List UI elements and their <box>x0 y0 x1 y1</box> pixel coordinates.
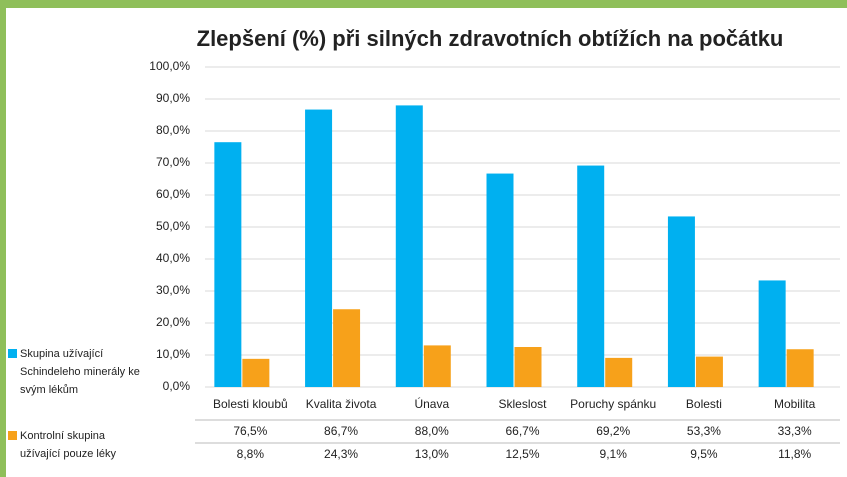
bar <box>396 105 423 387</box>
x-tick-label: Poruchy spánku <box>570 397 656 411</box>
bar <box>759 280 786 387</box>
page: Zlepšení (%) při silných zdravotních obt… <box>0 0 847 477</box>
value-label: 12,5% <box>505 447 539 461</box>
y-tick-label: 20,0% <box>156 315 190 329</box>
legend-swatch <box>8 431 17 440</box>
bar <box>487 174 514 387</box>
x-tick-label: Bolesti <box>686 397 722 411</box>
chart-title: Zlepšení (%) při silných zdravotních obt… <box>197 26 784 51</box>
bar <box>242 359 269 387</box>
legend-swatch <box>8 349 17 358</box>
y-tick-label: 100,0% <box>149 59 190 73</box>
y-tick-label: 90,0% <box>156 91 190 105</box>
y-tick-label: 70,0% <box>156 155 190 169</box>
y-tick-label: 50,0% <box>156 219 190 233</box>
y-tick-label: 80,0% <box>156 123 190 137</box>
bar <box>605 358 632 387</box>
value-label: 88,0% <box>415 424 449 438</box>
legend-label: Kontrolní skupina užívající pouze léky <box>20 427 140 463</box>
bar <box>668 216 695 387</box>
value-label: 13,0% <box>415 447 449 461</box>
value-label: 11,8% <box>778 447 811 461</box>
y-tick-label: 30,0% <box>156 283 190 297</box>
value-label: 66,7% <box>505 424 539 438</box>
chart: Zlepšení (%) při silných zdravotních obt… <box>0 0 847 477</box>
bar <box>515 347 542 387</box>
value-label: 76,5% <box>233 424 267 438</box>
value-label: 86,7% <box>324 424 358 438</box>
value-label: 24,3% <box>324 447 358 461</box>
value-label: 8,8% <box>237 447 265 461</box>
x-tick-label: Skleslost <box>498 397 547 411</box>
value-label: 9,5% <box>690 447 718 461</box>
x-tick-label: Mobilita <box>774 397 816 411</box>
bar <box>424 345 451 387</box>
bar <box>696 357 723 387</box>
x-tick-label: Únava <box>414 396 449 411</box>
value-label: 33,3% <box>778 424 812 438</box>
x-tick-label: Kvalita života <box>306 397 377 411</box>
value-label: 69,2% <box>596 424 630 438</box>
bar <box>214 142 241 387</box>
value-label: 9,1% <box>600 447 628 461</box>
y-tick-label: 10,0% <box>156 347 190 361</box>
bar <box>577 166 604 387</box>
y-tick-label: 0,0% <box>163 379 191 393</box>
bar <box>305 110 332 387</box>
legend-entry: Kontrolní skupina užívající pouze léky <box>8 427 140 463</box>
bar <box>787 349 814 387</box>
x-tick-label: Bolesti kloubů <box>213 397 288 411</box>
legend-label: Skupina užívající Schindeleho minerály k… <box>20 345 152 399</box>
y-tick-label: 60,0% <box>156 187 190 201</box>
bar <box>333 309 360 387</box>
y-tick-label: 40,0% <box>156 251 190 265</box>
legend-entry: Skupina užívající Schindeleho minerály k… <box>8 345 152 399</box>
value-label: 53,3% <box>687 424 721 438</box>
